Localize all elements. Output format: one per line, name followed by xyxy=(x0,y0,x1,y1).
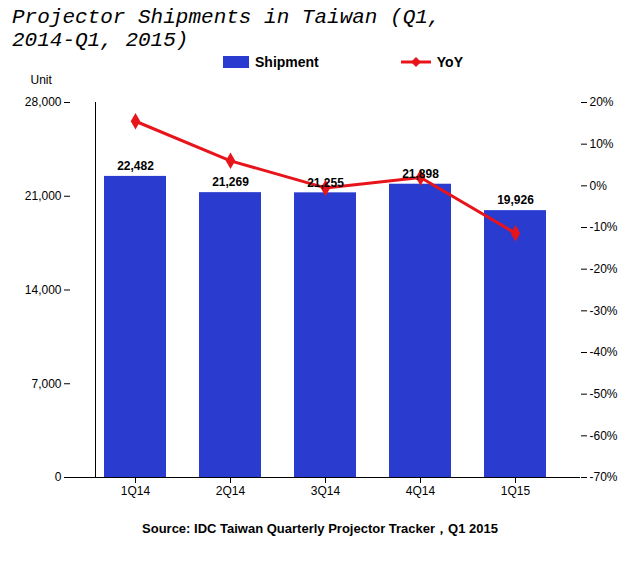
svg-text:-40%: -40% xyxy=(590,345,618,359)
html-text:Projector Shipments in Taiwan: Projector Shipments in Taiwan (Q1, 2014-… xyxy=(12,6,441,52)
svg-text:0%: 0% xyxy=(590,179,608,193)
svg-text:20%: 20% xyxy=(590,95,614,109)
svg-text:1Q14: 1Q14 xyxy=(121,484,151,498)
svg-text:-60%: -60% xyxy=(590,429,618,443)
svg-text:-30%: -30% xyxy=(590,304,618,318)
svg-text:21,000: 21,000 xyxy=(25,189,62,203)
svg-text:-50%: -50% xyxy=(590,387,618,401)
svg-text:21,269: 21,269 xyxy=(212,175,249,189)
svg-text:28,000: 28,000 xyxy=(25,95,62,109)
svg-text:7,000: 7,000 xyxy=(31,377,61,391)
svg-text:4Q14: 4Q14 xyxy=(406,484,436,498)
svg-text:-20%: -20% xyxy=(590,262,618,276)
svg-text:0: 0 xyxy=(55,470,62,484)
svg-text:21,898: 21,898 xyxy=(402,167,439,181)
svg-text:1Q15: 1Q15 xyxy=(501,484,531,498)
svg-text:3Q14: 3Q14 xyxy=(311,484,341,498)
svg-text:-70%: -70% xyxy=(590,470,618,484)
svg-text:10%: 10% xyxy=(590,137,614,151)
html-text:YoY: YoY xyxy=(436,54,463,70)
svg-text:-10%: -10% xyxy=(590,220,618,234)
svg-text:Unit: Unit xyxy=(31,73,53,87)
svg-text:2Q14: 2Q14 xyxy=(216,484,246,498)
svg-text:19,926: 19,926 xyxy=(497,193,534,207)
html-text:Shipment: Shipment xyxy=(255,54,319,70)
svg-text:21,255: 21,255 xyxy=(307,176,344,190)
html-text:Source: IDC Taiwan Quarterly P: Source: IDC Taiwan Quarterly Projector T… xyxy=(142,521,498,536)
svg-text:14,000: 14,000 xyxy=(25,283,62,297)
svg-text:22,482: 22,482 xyxy=(117,159,154,173)
